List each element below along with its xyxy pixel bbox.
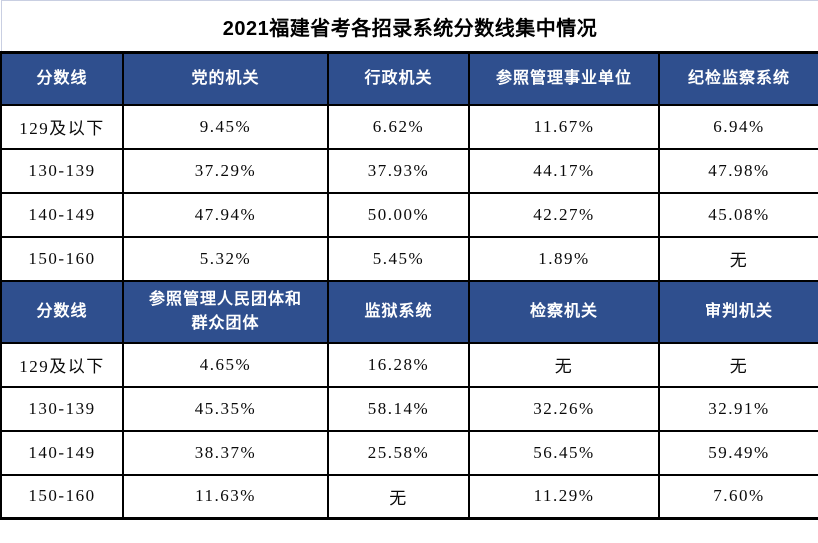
header-cell-score-line: 分数线: [0, 51, 124, 106]
data-cell: 42.27%: [468, 191, 660, 238]
header-cell-judicial-organs: 审判机关: [657, 279, 818, 344]
header-label: 参照管理人民团体和群众团体: [148, 290, 302, 332]
table-row: 150-160 5.32% 5.45% 1.89% 无: [0, 235, 818, 282]
data-cell: 6.62%: [327, 103, 470, 150]
data-cell: 47.94%: [122, 191, 329, 238]
data-cell: 45.08%: [657, 191, 818, 238]
data-cell: 45.35%: [122, 385, 329, 432]
header-cell-public-institutions: 参照管理事业单位: [468, 51, 660, 106]
data-cell: 37.29%: [122, 147, 329, 194]
header-cell-people-mass-organizations: 参照管理人民团体和群众团体: [122, 279, 329, 344]
data-cell: 6.94%: [657, 103, 818, 150]
data-cell: 4.65%: [122, 341, 329, 388]
data-cell: 47.98%: [657, 147, 818, 194]
data-cell: 56.45%: [468, 429, 660, 476]
data-cell: 25.58%: [327, 429, 470, 476]
data-cell: 50.00%: [327, 191, 470, 238]
title-row: 2021福建省考各招录系统分数线集中情况: [0, 0, 818, 54]
header-cell-admin-organs: 行政机关: [327, 51, 470, 106]
data-cell: 无: [327, 473, 470, 520]
data-cell: 无: [468, 341, 660, 388]
data-cell: 38.37%: [122, 429, 329, 476]
data-cell: 32.26%: [468, 385, 660, 432]
data-cell: 11.67%: [468, 103, 660, 150]
data-cell: 9.45%: [122, 103, 329, 150]
data-cell: 无: [657, 341, 818, 388]
row-label: 130-139: [0, 147, 124, 194]
row-label: 129及以下: [0, 103, 124, 150]
table-row: 129及以下 9.45% 6.62% 11.67% 6.94%: [0, 103, 818, 150]
header-row-2: 分数线 参照管理人民团体和群众团体 监狱系统 检察机关 审判机关: [0, 279, 818, 344]
row-label: 150-160: [0, 473, 124, 520]
header-cell-discipline-inspection: 纪检监察系统: [657, 51, 818, 106]
data-cell: 11.63%: [122, 473, 329, 520]
table-row: 130-139 45.35% 58.14% 32.26% 32.91%: [0, 385, 818, 432]
table-row: 129及以下 4.65% 16.28% 无 无: [0, 341, 818, 388]
table-row: 140-149 47.94% 50.00% 42.27% 45.08%: [0, 191, 818, 238]
data-cell: 5.32%: [122, 235, 329, 282]
data-cell: 32.91%: [657, 385, 818, 432]
header-cell-procuratorial-organs: 检察机关: [468, 279, 660, 344]
data-cell: 44.17%: [468, 147, 660, 194]
header-cell-prison-system: 监狱系统: [327, 279, 470, 344]
data-cell: 无: [657, 235, 818, 282]
table-row: 140-149 38.37% 25.58% 56.45% 59.49%: [0, 429, 818, 476]
table-row: 150-160 11.63% 无 11.29% 7.60%: [0, 473, 818, 520]
table-title: 2021福建省考各招录系统分数线集中情况: [0, 0, 818, 54]
data-cell: 58.14%: [327, 385, 470, 432]
data-cell: 5.45%: [327, 235, 470, 282]
header-row-1: 分数线 党的机关 行政机关 参照管理事业单位 纪检监察系统: [0, 51, 818, 106]
header-cell-party-organs: 党的机关: [122, 51, 329, 106]
data-cell: 59.49%: [657, 429, 818, 476]
data-cell: 37.93%: [327, 147, 470, 194]
data-cell: 11.29%: [468, 473, 660, 520]
row-label: 130-139: [0, 385, 124, 432]
data-cell: 1.89%: [468, 235, 660, 282]
data-cell: 16.28%: [327, 341, 470, 388]
row-label: 150-160: [0, 235, 124, 282]
data-cell: 7.60%: [657, 473, 818, 520]
row-label: 140-149: [0, 429, 124, 476]
row-label: 140-149: [0, 191, 124, 238]
header-cell-score-line: 分数线: [0, 279, 124, 344]
score-distribution-table: 2021福建省考各招录系统分数线集中情况 分数线 党的机关 行政机关 参照管理事…: [0, 0, 818, 520]
table-row: 130-139 37.29% 37.93% 44.17% 47.98%: [0, 147, 818, 194]
row-label: 129及以下: [0, 341, 124, 388]
